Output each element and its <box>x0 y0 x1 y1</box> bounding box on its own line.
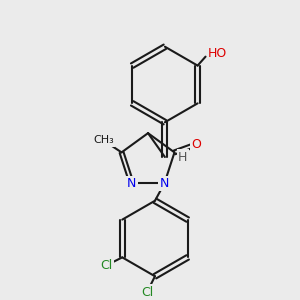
Text: O: O <box>191 138 201 151</box>
Text: Cl: Cl <box>100 259 112 272</box>
Text: N: N <box>127 177 136 190</box>
Text: N: N <box>160 177 169 190</box>
Text: HO: HO <box>208 47 227 60</box>
Text: H: H <box>178 151 188 164</box>
Text: Cl: Cl <box>141 286 153 299</box>
Text: CH₃: CH₃ <box>93 136 114 146</box>
